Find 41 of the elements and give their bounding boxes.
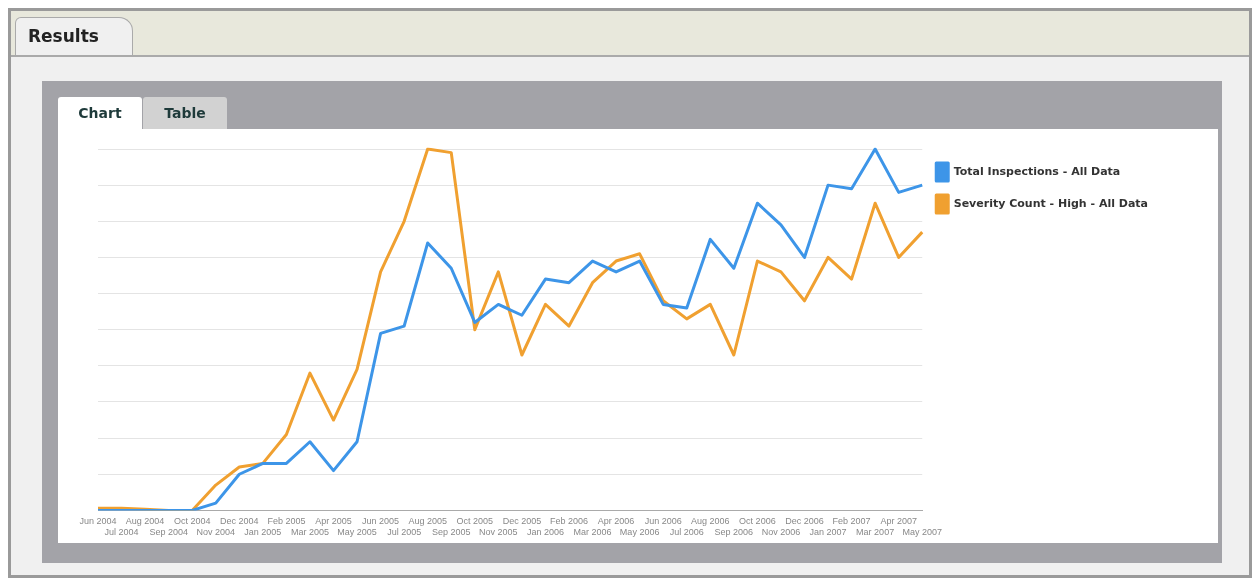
x-tick-label: Apr 2006 — [597, 516, 635, 527]
text: Chart — [58, 97, 142, 129]
x-tick-label: Apr 2005 — [315, 516, 352, 527]
x-tick-label: May 2006 — [619, 527, 660, 538]
x-tick-label: May 2005 — [337, 527, 377, 538]
x-tick-label: Apr 2007 — [880, 516, 917, 527]
chart-title: Results — [15, 17, 133, 55]
x-tick-label: May 2007 — [902, 527, 942, 538]
x-tick-label: Feb 2006 — [549, 516, 589, 527]
x-tick-label: Sep 2006 — [714, 527, 754, 538]
x-tick-label: Jul 2005 — [387, 527, 422, 538]
x-tick-label: Jun 2005 — [362, 516, 400, 527]
x-tick-label: Oct 2004 — [173, 516, 211, 527]
x-tick-label: Sep 2004 — [149, 527, 188, 538]
x-tick-label: Nov 2004 — [196, 527, 236, 538]
x-tick-label: Feb 2005 — [267, 516, 306, 527]
x-tick-label: Aug 2004 — [125, 516, 165, 527]
x-tick-label: Dec 2004 — [220, 516, 259, 527]
x-tick-label: Dec 2006 — [785, 516, 824, 527]
x-tick-label: Nov 2005 — [479, 527, 518, 538]
x-tick-label: Jul 2006 — [669, 527, 704, 538]
x-tick-label: Jul 2004 — [104, 527, 139, 538]
x-tick-label: Jan 2006 — [526, 527, 564, 538]
x-tick-label: Dec 2005 — [502, 516, 542, 527]
x-tick-label: Jan 2005 — [244, 527, 282, 538]
x-tick-label: Sep 2005 — [431, 527, 471, 538]
text: Table — [143, 97, 227, 129]
x-tick-label: Jun 2006 — [644, 516, 682, 527]
x-tick-label: Nov 2006 — [761, 527, 801, 538]
legend-label: Total Inspections - All Data — [953, 164, 1121, 178]
x-tick-label: Jan 2007 — [809, 527, 847, 538]
x-tick-label: Oct 2006 — [739, 516, 776, 527]
x-tick-label: Mar 2005 — [290, 527, 329, 538]
x-tick-label: Jun 2004 — [79, 516, 117, 527]
x-tick-label: Feb 2007 — [832, 516, 871, 527]
x-tick-label: Aug 2005 — [408, 516, 447, 527]
x-tick-label: Aug 2006 — [691, 516, 730, 527]
x-tick-label: Oct 2005 — [456, 516, 494, 527]
x-tick-label: Mar 2007 — [856, 527, 895, 538]
legend-label: Severity Count - High - All Data — [953, 196, 1149, 210]
x-tick-label: Mar 2006 — [573, 527, 612, 538]
